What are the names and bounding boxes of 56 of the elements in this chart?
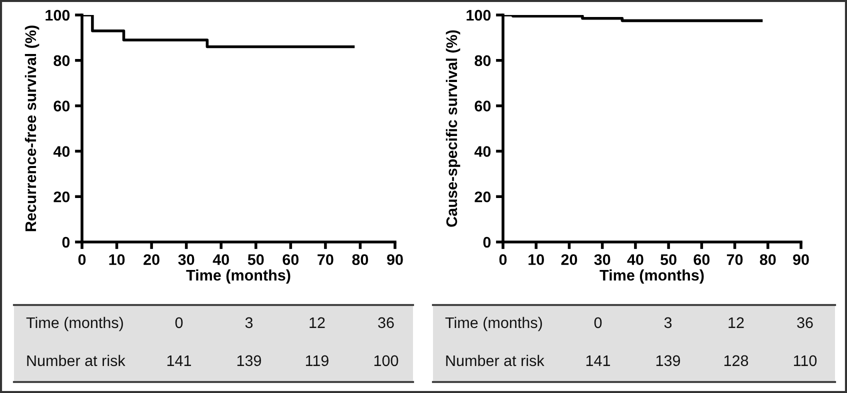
text: Number at risk xyxy=(446,354,544,366)
y-tick-label: 80 xyxy=(474,55,491,66)
text: 128 xyxy=(724,355,748,366)
text: 12 xyxy=(728,317,744,328)
x-tick-label: 60 xyxy=(694,254,710,266)
y-axis-title: Recurrence-free survival (%) xyxy=(24,26,40,232)
x-tick-label: 90 xyxy=(387,254,403,266)
x-tick-label: 20 xyxy=(144,254,160,266)
y-tick-label: 80 xyxy=(54,55,70,66)
y-tick-label: 40 xyxy=(53,146,70,157)
x-tick-label: 50 xyxy=(660,254,676,266)
x-tick-label: 0 xyxy=(78,254,86,266)
x-tick-label: 70 xyxy=(318,254,334,266)
x-tick-label: 0 xyxy=(499,254,507,266)
y-tick-label: 100 xyxy=(46,10,70,21)
text: 12 xyxy=(310,317,325,328)
y-tick-label: 100 xyxy=(466,10,491,21)
x-tick-label: 80 xyxy=(352,254,368,266)
x-tick-label: 70 xyxy=(726,254,743,266)
x-tick-label: 30 xyxy=(178,254,194,266)
text: 3 xyxy=(245,317,253,328)
text: 0 xyxy=(175,317,183,328)
y-tick-label: 0 xyxy=(62,236,70,248)
y-tick-label: 60 xyxy=(474,100,491,112)
x-tick-label: 50 xyxy=(248,254,264,266)
text: Time (months) xyxy=(445,316,542,332)
text: 141 xyxy=(586,355,610,366)
text: 3 xyxy=(664,317,672,328)
text: 141 xyxy=(167,355,191,366)
y-tick-label: 20 xyxy=(474,191,491,202)
x-tick-label: 40 xyxy=(212,254,229,266)
x-axis-title: Time (months) xyxy=(186,269,290,284)
x-tick-label: 60 xyxy=(282,254,299,266)
text: 139 xyxy=(237,355,262,366)
x-tick-label: 40 xyxy=(627,254,644,266)
text: 119 xyxy=(306,355,328,366)
text: 36 xyxy=(378,317,394,328)
text: 0 xyxy=(594,317,602,328)
text: 110 xyxy=(794,355,817,366)
x-axis-title: Time (months) xyxy=(600,269,704,284)
text: 100 xyxy=(374,355,398,366)
text: Time (months) xyxy=(26,316,123,332)
text: 139 xyxy=(656,355,680,366)
x-tick-label: 80 xyxy=(760,254,776,266)
y-tick-label: 40 xyxy=(474,146,491,157)
x-tick-label: 30 xyxy=(594,254,610,266)
y-tick-label: 20 xyxy=(54,191,70,202)
y-tick-label: 0 xyxy=(483,236,491,248)
y-axis-title: Cause-specific survival (%) xyxy=(446,30,460,227)
x-tick-label: 10 xyxy=(109,254,125,266)
x-tick-label: 10 xyxy=(528,254,544,266)
text: 36 xyxy=(797,317,813,328)
x-tick-label: 20 xyxy=(561,254,578,266)
text: Number at risk xyxy=(27,354,126,366)
y-tick-label: 60 xyxy=(54,100,70,112)
x-tick-label: 90 xyxy=(793,254,809,266)
